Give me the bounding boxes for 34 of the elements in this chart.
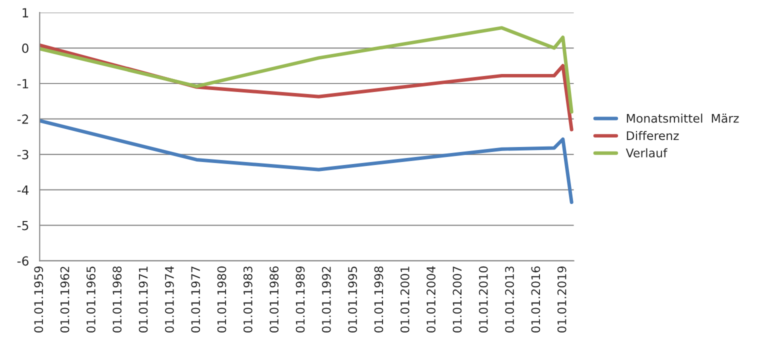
legend-label: Verlauf	[626, 148, 668, 158]
x-tick-label: 01.01.1992	[322, 266, 331, 332]
x-tick-label: 01.01.2007	[452, 266, 462, 332]
y-tick-label: -5	[17, 220, 28, 230]
x-tick-label: 01.01.1971	[138, 266, 148, 332]
x-tick-label: 01.01.1974	[164, 266, 174, 332]
line-series	[40, 26, 574, 114]
x-tick-label: 01.01.2019	[557, 266, 566, 332]
x-tick-label: 01.01.1977	[191, 266, 200, 332]
x-tick-label: 01.01.1968	[112, 266, 122, 332]
y-tick-label: 1	[22, 8, 28, 18]
x-tick-label: 01.01.1959	[34, 266, 44, 332]
y-tick-label: -3	[17, 150, 28, 160]
x-tick-label: 01.01.1986	[270, 266, 279, 332]
y-tick-label: -1	[17, 79, 28, 88]
x-tick-label: 01.01.1980	[217, 266, 226, 332]
y-tick-label: -2	[17, 114, 28, 124]
legend-label: Monatsmittel März	[626, 114, 739, 123]
x-tick-label: 01.01.1965	[86, 266, 96, 332]
y-tick-label: -6	[17, 256, 28, 266]
x-tick-label: 01.01.1983	[243, 266, 252, 332]
y-tick-label: -4	[17, 186, 29, 195]
x-tick-label: 01.01.2001	[400, 266, 410, 332]
x-tick-label: 01.01.1998	[374, 266, 384, 332]
line-series	[40, 118, 574, 204]
x-tick-label: 01.01.2010	[478, 266, 488, 332]
y-tick-label: 0	[22, 44, 28, 53]
x-tick-label: 01.01.1989	[296, 266, 305, 332]
x-tick-label: 01.01.1995	[348, 266, 358, 332]
x-tick-label: 01.01.2016	[531, 266, 540, 332]
x-tick-label: 01.01.2013	[505, 266, 514, 332]
x-tick-label: 01.01.2004	[426, 266, 436, 332]
legend-label: Differenz	[626, 130, 679, 140]
x-tick-label: 01.01.1962	[60, 266, 70, 332]
